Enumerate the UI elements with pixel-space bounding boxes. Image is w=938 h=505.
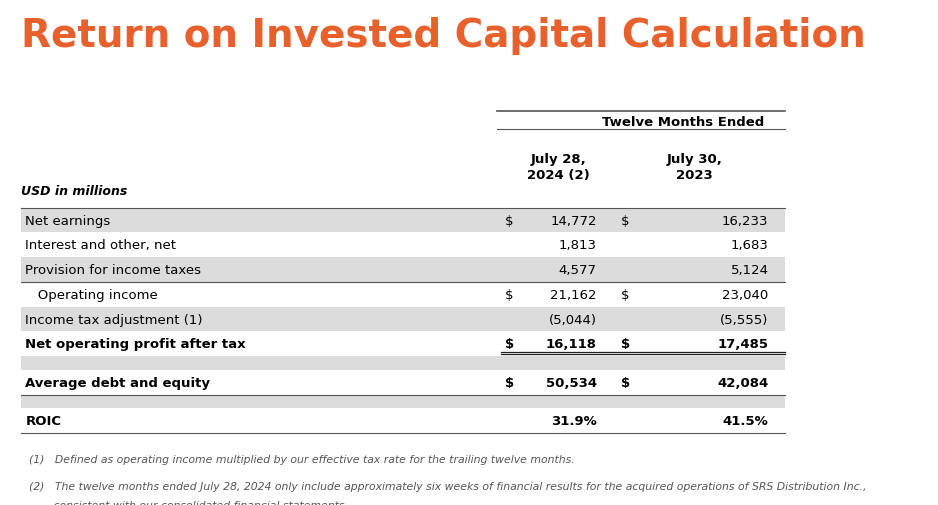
- Text: $: $: [505, 376, 514, 389]
- Text: (2)   The twelve months ended July 28, 2024 only include approximately six weeks: (2) The twelve months ended July 28, 202…: [29, 481, 867, 491]
- Text: 42,084: 42,084: [718, 376, 768, 389]
- Text: 41.5%: 41.5%: [723, 415, 768, 428]
- Text: 23,040: 23,040: [722, 288, 768, 301]
- FancyBboxPatch shape: [22, 357, 784, 370]
- Text: 17,485: 17,485: [718, 338, 768, 350]
- Text: 21,162: 21,162: [551, 288, 597, 301]
- Text: ROIC: ROIC: [25, 415, 61, 428]
- Text: $: $: [505, 214, 513, 227]
- Text: (5,044): (5,044): [549, 313, 597, 326]
- FancyBboxPatch shape: [22, 307, 784, 332]
- Text: 4,577: 4,577: [559, 264, 597, 277]
- Text: $: $: [621, 338, 629, 350]
- Text: Interest and other, net: Interest and other, net: [25, 239, 176, 252]
- Text: Net earnings: Net earnings: [25, 214, 111, 227]
- Text: $: $: [505, 338, 514, 350]
- Text: Net operating profit after tax: Net operating profit after tax: [25, 338, 246, 350]
- Text: 16,118: 16,118: [546, 338, 597, 350]
- Text: 5,124: 5,124: [731, 264, 768, 277]
- Text: $: $: [621, 288, 629, 301]
- Text: Average debt and equity: Average debt and equity: [25, 376, 210, 389]
- Text: July 28,
2024 (2): July 28, 2024 (2): [527, 153, 590, 181]
- FancyBboxPatch shape: [22, 395, 784, 409]
- FancyBboxPatch shape: [22, 258, 784, 282]
- Text: July 30,
2023: July 30, 2023: [667, 153, 722, 181]
- Text: USD in millions: USD in millions: [22, 184, 128, 197]
- Text: Provision for income taxes: Provision for income taxes: [25, 264, 202, 277]
- Text: consistent with our consolidated financial statements.: consistent with our consolidated financi…: [29, 500, 348, 505]
- FancyBboxPatch shape: [22, 208, 784, 233]
- Text: 1,683: 1,683: [731, 239, 768, 252]
- Text: (5,555): (5,555): [720, 313, 768, 326]
- Text: Twelve Months Ended: Twelve Months Ended: [601, 116, 764, 129]
- Text: 16,233: 16,233: [722, 214, 768, 227]
- Text: Income tax adjustment (1): Income tax adjustment (1): [25, 313, 203, 326]
- Text: Return on Invested Capital Calculation: Return on Invested Capital Calculation: [22, 17, 866, 56]
- Text: 31.9%: 31.9%: [551, 415, 597, 428]
- Text: $: $: [621, 214, 629, 227]
- Text: $: $: [621, 376, 629, 389]
- Text: (1)   Defined as operating income multiplied by our effective tax rate for the t: (1) Defined as operating income multipli…: [29, 454, 575, 464]
- Text: 50,534: 50,534: [546, 376, 597, 389]
- Text: $: $: [505, 288, 513, 301]
- Text: 14,772: 14,772: [551, 214, 597, 227]
- Text: Operating income: Operating income: [25, 288, 159, 301]
- Text: 1,813: 1,813: [559, 239, 597, 252]
